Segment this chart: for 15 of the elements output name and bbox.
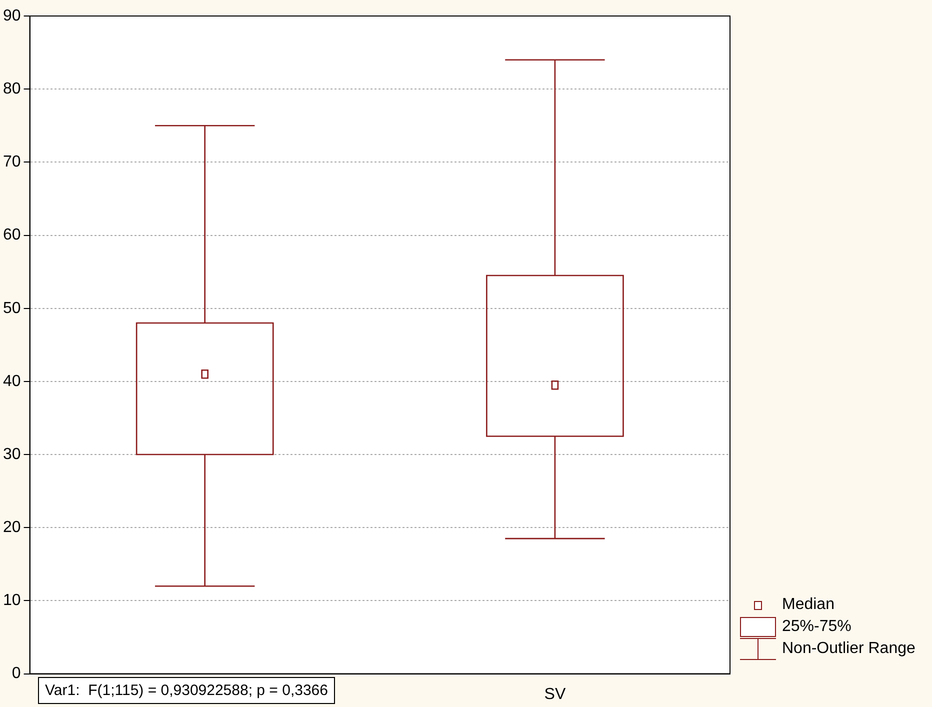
y-tick-label: 10 <box>3 592 21 610</box>
y-tick-label: 30 <box>3 446 21 463</box>
y-tick-label: 90 <box>3 7 21 24</box>
text: Var1: F(1;115) = 0,930922588; p = 0,3366 <box>38 677 335 704</box>
text: Median <box>782 596 834 614</box>
y-tick-label: 40 <box>3 372 21 390</box>
x-tick-label: SV <box>544 686 566 703</box>
y-tick-label: 70 <box>3 154 21 171</box>
y-tick-label: 60 <box>3 226 21 244</box>
text: 25%-75% <box>782 618 852 636</box>
y-tick-label: 80 <box>3 80 21 98</box>
text: Non-Outlier Range <box>782 640 916 658</box>
y-tick-label: 50 <box>3 300 21 317</box>
y-tick-label: 20 <box>3 519 21 536</box>
y-tick-label: 0 <box>12 665 21 682</box>
